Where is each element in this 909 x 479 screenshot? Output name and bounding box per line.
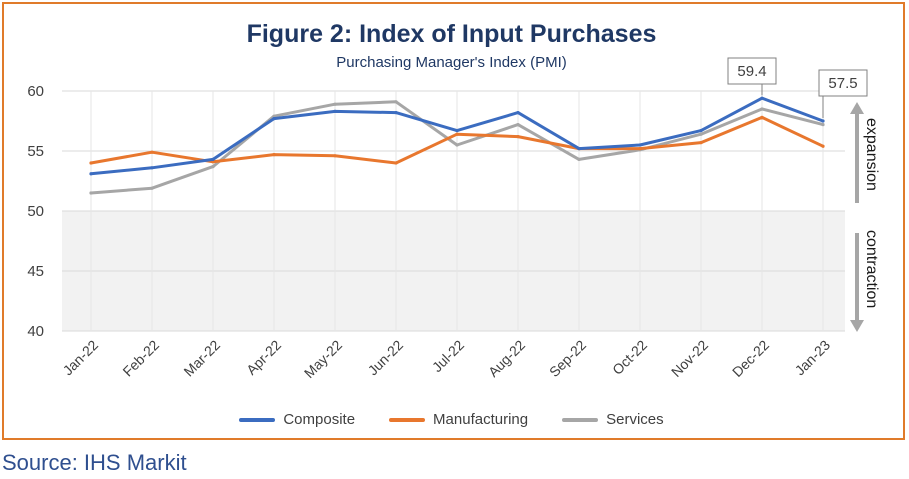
contraction-arrow-head — [850, 320, 864, 332]
callout-box — [818, 69, 868, 97]
x-tick-label: Oct-22 — [609, 337, 650, 378]
data-point-composite — [516, 111, 520, 115]
data-point-manufacturing — [638, 147, 642, 151]
data-point-services — [211, 165, 215, 169]
data-point-manufacturing — [150, 150, 154, 154]
data-point-manufacturing — [516, 135, 520, 139]
data-point-composite — [394, 111, 398, 115]
data-point-composite — [150, 166, 154, 170]
expansion-arrow-head — [850, 102, 864, 114]
x-tick-label: Apr-22 — [243, 337, 284, 378]
data-point-composite — [638, 143, 642, 147]
x-tick-label: Jun-22 — [365, 337, 407, 379]
x-tick-label: Mar-22 — [180, 337, 223, 380]
y-tick-label: 50 — [27, 203, 44, 220]
chart-subtitle: Purchasing Manager's Index (PMI) — [336, 54, 567, 71]
x-tick-label: Dec-22 — [729, 337, 772, 380]
contraction-label: contraction — [863, 230, 880, 308]
data-point-manufacturing — [272, 153, 276, 157]
data-point-manufacturing — [89, 161, 93, 165]
data-point-composite — [577, 147, 581, 151]
x-axis-ticks: Jan-22 Feb-22 Mar-22 Apr-22 May-22 Jun-22 Jul-… — [60, 337, 834, 381]
y-tick-label: 45 — [27, 263, 44, 280]
y-tick-label: 55 — [27, 143, 44, 160]
chart-title: Figure 2: Index of Input Purchases — [246, 20, 657, 48]
legend-label: Services — [606, 411, 664, 428]
data-point-services — [760, 107, 764, 111]
x-tick-label: May-22 — [301, 337, 345, 381]
data-point-services — [699, 132, 703, 136]
value-callouts: 59.4 57.5 — [727, 57, 868, 118]
data-point-services — [333, 102, 337, 106]
data-point-services — [516, 123, 520, 127]
data-point-composite — [272, 117, 276, 121]
data-point-manufacturing — [699, 141, 703, 145]
data-point-services — [455, 143, 459, 147]
x-tick-label: Nov-22 — [668, 337, 711, 380]
gridlines — [62, 90, 845, 332]
expansion-label: expansion — [863, 118, 880, 191]
callout-label: 57.5 — [828, 75, 857, 92]
data-point-services — [394, 100, 398, 104]
y-tick-label: 40 — [27, 323, 44, 340]
x-tick-label: Jul-22 — [429, 337, 467, 375]
data-point-services — [821, 123, 825, 127]
x-tick-label: Sep-22 — [546, 337, 589, 380]
data-point-manufacturing — [333, 154, 337, 158]
legend-swatch — [562, 417, 599, 422]
data-point-composite — [211, 157, 215, 161]
legend-item-services: Services — [562, 411, 664, 428]
legend-swatch — [239, 417, 276, 422]
data-point-composite — [89, 172, 93, 176]
data-point-manufacturing — [455, 132, 459, 136]
y-tick-label: 60 — [27, 83, 44, 100]
x-tick-label: Jan-23 — [792, 337, 834, 379]
data-point-composite — [760, 96, 764, 100]
data-point-services — [150, 186, 154, 190]
callout-box — [727, 57, 777, 85]
source-note: Source: IHS Markit — [2, 450, 187, 475]
legend-label: Composite — [283, 411, 356, 428]
legend-item-manufacturing: Manufacturing — [389, 411, 528, 428]
callout-label: 59.4 — [737, 63, 766, 80]
data-point-manufacturing — [394, 161, 398, 165]
data-point-composite — [333, 109, 337, 113]
series-lines — [89, 96, 825, 195]
data-point-composite — [699, 129, 703, 133]
data-point-services — [89, 191, 93, 195]
x-tick-label: Aug-22 — [485, 337, 528, 380]
y-axis-ticks: 40 45 50 55 60 — [27, 83, 44, 340]
legend-swatch — [389, 417, 426, 422]
legend-label: Manufacturing — [433, 411, 529, 428]
x-tick-label: Feb-22 — [119, 337, 162, 380]
chart-legend: Composite Manufacturing Services — [0, 411, 903, 428]
data-point-composite — [821, 119, 825, 123]
data-point-manufacturing — [760, 115, 764, 119]
data-point-manufacturing — [821, 144, 825, 148]
data-point-services — [577, 157, 581, 161]
legend-item-composite: Composite — [239, 411, 355, 428]
zone-indicators: expansion contraction — [850, 102, 880, 332]
data-point-composite — [455, 129, 459, 133]
x-tick-label: Jan-22 — [60, 337, 102, 379]
